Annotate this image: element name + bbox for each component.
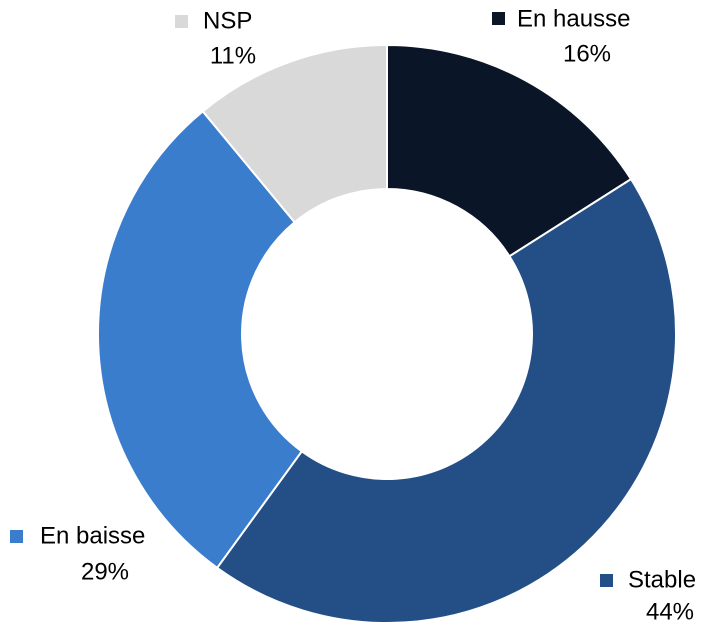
value-label: 44% xyxy=(646,598,694,625)
value-label: 16% xyxy=(563,40,611,67)
donut-slice xyxy=(215,177,677,624)
legend-swatch xyxy=(10,530,23,543)
slice-label: NSP xyxy=(203,7,252,34)
value-label: 11% xyxy=(210,42,256,69)
legend-swatch xyxy=(492,12,505,25)
donut-slice xyxy=(97,109,304,570)
legend-swatch xyxy=(600,574,613,587)
slice-label: En hausse xyxy=(517,5,630,32)
legend-swatch xyxy=(175,15,188,28)
slice-label: Stable xyxy=(628,566,696,593)
value-label: 29% xyxy=(81,558,129,585)
donut-slice xyxy=(386,43,633,258)
slice-label: En baisse xyxy=(40,522,145,549)
donut-slice xyxy=(201,43,388,224)
